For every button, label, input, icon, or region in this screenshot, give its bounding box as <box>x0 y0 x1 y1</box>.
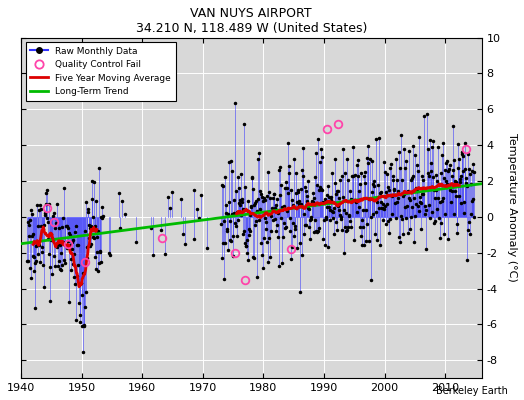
Title: VAN NUYS AIRPORT
34.210 N, 118.489 W (United States): VAN NUYS AIRPORT 34.210 N, 118.489 W (Un… <box>136 7 367 35</box>
Y-axis label: Temperature Anomaly (°C): Temperature Anomaly (°C) <box>507 134 517 282</box>
Text: Berkeley Earth: Berkeley Earth <box>436 386 508 396</box>
Legend: Raw Monthly Data, Quality Control Fail, Five Year Moving Average, Long-Term Tren: Raw Monthly Data, Quality Control Fail, … <box>26 42 176 100</box>
